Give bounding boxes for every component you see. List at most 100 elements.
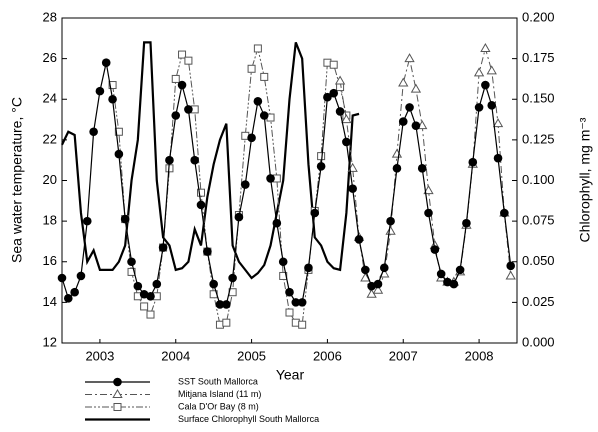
point — [481, 80, 490, 90]
y2-tick-label: 0.050 — [522, 253, 555, 268]
legend-marker — [113, 403, 122, 411]
point — [335, 107, 345, 116]
point — [405, 103, 414, 112]
y2-tick-label: 0.150 — [522, 91, 555, 106]
y-tick-label: 18 — [43, 213, 57, 228]
point — [417, 164, 427, 173]
point — [177, 80, 187, 90]
point — [424, 208, 433, 218]
point — [184, 105, 193, 114]
point — [492, 118, 504, 128]
point — [146, 310, 155, 319]
point — [158, 243, 168, 252]
point — [234, 212, 244, 222]
point — [341, 114, 352, 124]
point — [385, 225, 396, 235]
point — [209, 279, 218, 289]
point — [391, 148, 403, 158]
point — [487, 101, 497, 110]
point — [184, 56, 193, 65]
point — [222, 318, 231, 327]
point — [473, 67, 485, 77]
point — [317, 152, 326, 161]
point — [127, 267, 136, 276]
point — [89, 127, 98, 137]
y-tick-label: 24 — [43, 91, 57, 106]
point — [404, 53, 415, 63]
point — [372, 284, 384, 294]
x-tick-label: 2006 — [313, 348, 342, 363]
point — [506, 261, 516, 271]
y2-tick-label: 0.075 — [522, 213, 555, 228]
point — [398, 77, 409, 87]
point — [480, 42, 491, 52]
point — [486, 65, 497, 75]
y-tick-label: 22 — [43, 131, 57, 146]
y-tick-label: 14 — [43, 294, 57, 309]
point — [291, 298, 301, 307]
point — [411, 121, 421, 130]
point — [449, 279, 459, 289]
point — [410, 83, 422, 93]
point — [108, 94, 117, 104]
point — [114, 149, 124, 159]
point — [101, 58, 111, 67]
point — [63, 294, 73, 303]
y2-tick-label: 0.000 — [522, 334, 555, 349]
y2-axis-title: Chlorophyll, mg m⁻³ — [577, 117, 593, 242]
point — [165, 155, 174, 165]
point — [127, 257, 136, 267]
point — [316, 161, 326, 171]
point — [178, 50, 187, 59]
series-line — [339, 46, 512, 295]
point — [247, 133, 256, 143]
x-tick-label: 2007 — [389, 348, 418, 363]
x-tick-label: 2008 — [465, 348, 494, 363]
point — [323, 92, 332, 102]
x-axis-title: Year — [276, 367, 305, 383]
point — [266, 174, 275, 183]
point — [108, 81, 117, 90]
point — [354, 235, 364, 244]
point — [171, 111, 181, 120]
legend-label: Cala D'Or Bay (8 m) — [178, 401, 259, 411]
point — [392, 164, 402, 173]
point — [272, 218, 282, 228]
point — [146, 291, 155, 301]
point — [70, 287, 79, 297]
legend-label: Surface Chlorophyll South Mallorca — [178, 414, 319, 424]
legend-label: Mitjana Island (11 m) — [178, 389, 261, 399]
point — [505, 270, 516, 280]
point — [247, 64, 256, 73]
point — [310, 208, 320, 218]
point — [430, 245, 440, 254]
point — [82, 216, 92, 226]
point — [190, 155, 200, 165]
point — [379, 263, 389, 273]
y-tick-label: 12 — [43, 334, 57, 349]
y2-tick-label: 0.025 — [522, 294, 555, 309]
x-tick-label: 2004 — [161, 348, 190, 363]
x-tick-label: 2005 — [237, 348, 266, 363]
point — [133, 281, 143, 291]
point — [386, 216, 395, 226]
point — [455, 265, 465, 275]
point — [197, 188, 206, 197]
y-tick-label: 26 — [43, 50, 57, 65]
legend-label: SST South Mallorca — [178, 376, 258, 386]
y-axis-title: Sea water temperature, °C — [9, 97, 25, 263]
point — [297, 298, 307, 307]
point — [468, 157, 478, 167]
point — [474, 103, 484, 112]
point — [334, 75, 346, 85]
y2-tick-label: 0.175 — [522, 50, 555, 65]
point — [336, 83, 345, 92]
y-tick-label: 28 — [43, 9, 57, 24]
legend-marker — [113, 377, 122, 387]
point — [304, 263, 313, 273]
point — [260, 72, 269, 81]
point — [171, 74, 180, 83]
point — [57, 273, 67, 283]
point — [76, 271, 86, 281]
point — [259, 111, 269, 120]
